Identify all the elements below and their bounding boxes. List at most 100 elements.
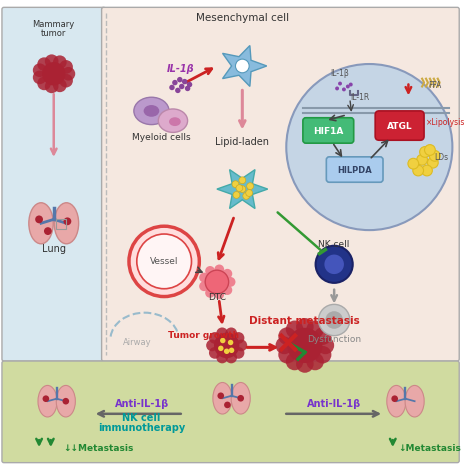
Circle shape: [218, 345, 224, 351]
Circle shape: [425, 145, 435, 156]
Circle shape: [236, 185, 243, 191]
Circle shape: [199, 282, 209, 291]
Circle shape: [209, 347, 221, 359]
Text: LDs: LDs: [435, 153, 449, 162]
Circle shape: [278, 346, 296, 363]
Circle shape: [228, 340, 233, 345]
Text: ATGL: ATGL: [387, 122, 412, 131]
Circle shape: [199, 273, 209, 282]
Circle shape: [338, 82, 342, 86]
Circle shape: [205, 270, 228, 294]
Text: NK cell: NK cell: [122, 413, 161, 423]
Circle shape: [185, 86, 191, 91]
Text: ×Lipolysis: ×Lipolysis: [426, 118, 465, 126]
Circle shape: [214, 265, 224, 274]
Circle shape: [346, 85, 350, 88]
Circle shape: [222, 269, 232, 279]
Circle shape: [419, 147, 430, 157]
Circle shape: [205, 266, 215, 276]
Text: Dysfunction: Dysfunction: [307, 335, 361, 344]
Circle shape: [33, 70, 46, 84]
Circle shape: [220, 338, 226, 343]
Circle shape: [413, 165, 424, 176]
Ellipse shape: [169, 117, 181, 126]
Text: IL-1β: IL-1β: [331, 69, 349, 78]
Polygon shape: [217, 170, 268, 209]
Circle shape: [233, 347, 245, 359]
Circle shape: [225, 352, 237, 363]
Circle shape: [233, 191, 240, 198]
Circle shape: [206, 339, 218, 351]
Circle shape: [314, 346, 331, 363]
Text: Lipid-laden: Lipid-laden: [215, 137, 269, 147]
Circle shape: [216, 328, 228, 339]
Circle shape: [205, 288, 215, 298]
Text: Myeloid cells: Myeloid cells: [132, 133, 191, 142]
FancyBboxPatch shape: [375, 111, 424, 140]
Circle shape: [429, 150, 440, 161]
Circle shape: [239, 186, 246, 193]
Circle shape: [59, 60, 73, 74]
Circle shape: [172, 80, 178, 86]
Circle shape: [286, 352, 303, 370]
Text: tumor: tumor: [41, 29, 66, 38]
Circle shape: [278, 327, 296, 345]
Circle shape: [177, 77, 182, 82]
Ellipse shape: [387, 385, 406, 417]
Circle shape: [35, 215, 43, 223]
Circle shape: [246, 189, 253, 196]
Circle shape: [317, 337, 334, 354]
Circle shape: [287, 328, 322, 363]
Circle shape: [314, 327, 331, 345]
Text: Anti-IL-1β: Anti-IL-1β: [115, 399, 169, 409]
Circle shape: [209, 332, 221, 344]
Circle shape: [296, 318, 314, 336]
Ellipse shape: [38, 385, 57, 417]
Circle shape: [408, 158, 419, 169]
Text: Distant metastasis: Distant metastasis: [249, 316, 360, 326]
Text: DTC: DTC: [208, 293, 226, 303]
Circle shape: [226, 277, 236, 287]
FancyBboxPatch shape: [303, 118, 354, 143]
Circle shape: [224, 401, 231, 408]
Circle shape: [306, 352, 324, 370]
Circle shape: [239, 177, 246, 184]
Circle shape: [129, 226, 200, 297]
Circle shape: [243, 193, 250, 199]
Circle shape: [214, 333, 239, 358]
Circle shape: [187, 82, 192, 87]
Ellipse shape: [134, 97, 169, 125]
Circle shape: [349, 83, 353, 86]
Circle shape: [306, 321, 324, 338]
Ellipse shape: [405, 385, 424, 417]
Circle shape: [236, 59, 249, 73]
Text: IL-1R: IL-1R: [350, 93, 369, 102]
Circle shape: [335, 86, 339, 90]
Circle shape: [37, 77, 51, 90]
Ellipse shape: [213, 383, 232, 414]
Circle shape: [182, 79, 187, 84]
Circle shape: [428, 157, 438, 168]
Circle shape: [229, 347, 234, 353]
Circle shape: [33, 63, 46, 77]
Text: NK cell: NK cell: [319, 240, 350, 249]
Ellipse shape: [158, 109, 188, 133]
Circle shape: [246, 183, 254, 189]
Circle shape: [286, 64, 452, 230]
Circle shape: [37, 57, 51, 71]
Circle shape: [216, 352, 228, 363]
Text: ↓↓Metastasis: ↓↓Metastasis: [64, 444, 134, 453]
Circle shape: [237, 395, 244, 401]
Circle shape: [319, 305, 350, 336]
FancyBboxPatch shape: [101, 8, 459, 361]
Circle shape: [417, 154, 428, 165]
Ellipse shape: [29, 203, 53, 244]
Text: Tumor growth: Tumor growth: [168, 330, 239, 340]
Ellipse shape: [231, 383, 250, 414]
Text: Airway: Airway: [122, 338, 151, 347]
Text: Vessel: Vessel: [150, 257, 178, 266]
Text: ↓Metastasis: ↓Metastasis: [399, 444, 462, 453]
Circle shape: [224, 349, 229, 354]
Circle shape: [236, 339, 247, 351]
Circle shape: [45, 55, 58, 68]
